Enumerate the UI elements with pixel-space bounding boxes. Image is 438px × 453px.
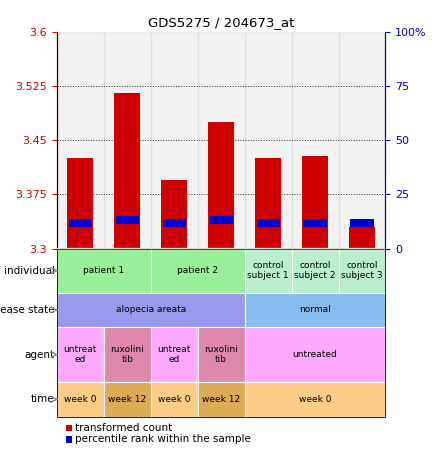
Bar <box>245 327 385 382</box>
Text: week 0: week 0 <box>158 395 191 404</box>
Bar <box>67 158 93 249</box>
Bar <box>57 382 104 417</box>
Bar <box>116 216 139 224</box>
Bar <box>292 249 339 293</box>
Bar <box>245 382 385 417</box>
Bar <box>57 327 104 382</box>
Bar <box>349 227 375 249</box>
Text: control
subject 2: control subject 2 <box>294 261 336 280</box>
Bar <box>66 436 72 443</box>
Bar <box>104 327 151 382</box>
Text: week 0: week 0 <box>299 395 331 404</box>
Text: patient 1: patient 1 <box>83 266 124 275</box>
Bar <box>114 93 140 249</box>
Bar <box>245 249 292 293</box>
Text: transformed count: transformed count <box>75 423 172 433</box>
Bar <box>339 248 385 249</box>
Bar <box>198 248 245 249</box>
Text: ruxolini
tib: ruxolini tib <box>110 345 144 364</box>
Bar <box>151 248 198 249</box>
Text: control
subject 3: control subject 3 <box>341 261 383 280</box>
Bar <box>339 249 385 293</box>
Bar <box>104 382 151 417</box>
Bar <box>350 219 374 227</box>
Title: GDS5275 / 204673_at: GDS5275 / 204673_at <box>148 16 294 29</box>
Bar <box>209 216 233 224</box>
Text: percentile rank within the sample: percentile rank within the sample <box>75 434 251 444</box>
Bar <box>302 156 328 249</box>
Bar <box>208 122 234 249</box>
Bar <box>57 32 104 249</box>
Text: ruxolini
tib: ruxolini tib <box>204 345 238 364</box>
Text: normal: normal <box>299 305 331 314</box>
Bar <box>104 248 151 249</box>
Bar <box>57 248 104 249</box>
Text: untreat
ed: untreat ed <box>158 345 191 364</box>
Bar <box>255 158 281 249</box>
Text: week 12: week 12 <box>108 395 146 404</box>
Bar <box>104 32 151 249</box>
Text: untreated: untreated <box>293 350 337 359</box>
Text: untreat
ed: untreat ed <box>64 345 97 364</box>
Bar <box>257 219 280 227</box>
Bar <box>245 293 385 327</box>
Bar <box>198 327 245 382</box>
Bar <box>151 327 198 382</box>
Text: control
subject 1: control subject 1 <box>247 261 289 280</box>
Text: disease state: disease state <box>0 305 55 315</box>
Bar <box>151 249 245 293</box>
Bar <box>245 32 292 249</box>
Bar <box>161 180 187 249</box>
Text: agent: agent <box>25 350 55 360</box>
Bar <box>151 382 198 417</box>
Bar <box>57 249 151 293</box>
Text: individual: individual <box>4 265 55 275</box>
Bar <box>292 248 339 249</box>
Bar <box>57 293 245 327</box>
Bar <box>292 32 339 249</box>
Bar <box>198 382 245 417</box>
Text: week 0: week 0 <box>64 395 97 404</box>
Bar <box>162 219 186 227</box>
Text: patient 2: patient 2 <box>177 266 218 275</box>
Bar <box>57 249 385 417</box>
Text: time: time <box>31 395 55 405</box>
Bar <box>69 219 92 227</box>
Bar <box>304 219 327 227</box>
Bar <box>245 248 292 249</box>
Bar <box>339 32 385 249</box>
Text: week 12: week 12 <box>202 395 240 404</box>
Bar <box>66 425 72 431</box>
Text: alopecia areata: alopecia areata <box>116 305 186 314</box>
Bar <box>198 32 245 249</box>
Bar <box>151 32 198 249</box>
